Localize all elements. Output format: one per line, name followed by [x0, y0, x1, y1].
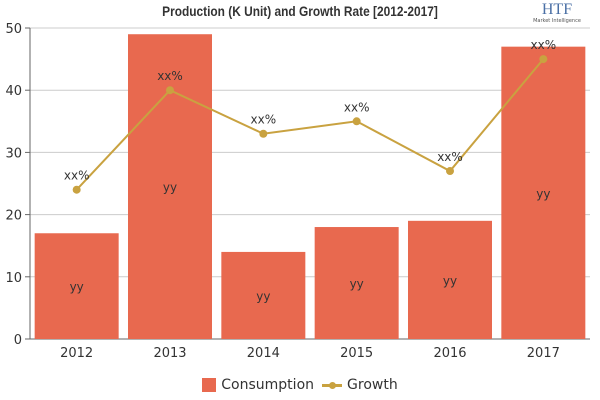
bar-consumption: [501, 46, 586, 339]
line-data-label: xx%: [344, 100, 370, 114]
bar-consumption: [314, 227, 399, 339]
legend-item-growth[interactable]: Growth: [322, 377, 398, 393]
growth-line: [75, 58, 545, 191]
y-tick-label: 40: [5, 84, 22, 99]
line-data-label: xx%: [157, 69, 183, 83]
x-tick-label: 2012: [60, 346, 93, 361]
x-tick-label: 2017: [527, 346, 560, 361]
logo-subtext: Market Intelligence: [533, 18, 581, 24]
line-marker-icon: [322, 381, 343, 389]
bar-consumption: [221, 251, 306, 339]
growth-point: [446, 167, 454, 176]
legend-label: Growth: [347, 377, 398, 393]
chart-title: Production (K Unit) and Growth Rate [201…: [162, 3, 438, 19]
bar-data-label: yy: [443, 274, 457, 288]
growth-point: [166, 86, 174, 95]
bar-data-label: yy: [163, 181, 177, 195]
bar-consumption: [408, 220, 492, 339]
line-data-label: xx%: [437, 150, 463, 164]
x-tick-label: 2016: [433, 346, 466, 361]
bar-swatch-icon: [202, 378, 217, 392]
x-tick-label: 2015: [340, 346, 373, 361]
bar-consumption: [128, 34, 212, 339]
growth-point: [72, 185, 81, 194]
x-tick-label: 2014: [247, 346, 280, 361]
y-tick-label: 20: [5, 209, 22, 224]
growth-point: [539, 55, 548, 64]
y-tick-label: 0: [14, 333, 22, 348]
growth-point: [352, 117, 361, 126]
line-data-label: xx%: [64, 169, 90, 183]
legend-item-consumption[interactable]: Consumption: [202, 377, 314, 393]
growth-point: [259, 129, 268, 138]
y-tick-label: 50: [5, 22, 22, 37]
htf-logo: HTF Market Intelligence: [532, 1, 582, 25]
bar-data-label: yy: [256, 289, 270, 303]
x-tick-label: 2013: [153, 346, 186, 361]
y-tick-label: 30: [5, 146, 22, 161]
y-tick-label: 10: [5, 271, 22, 286]
line-data-label: xx%: [531, 38, 557, 52]
bar-consumption: [34, 233, 119, 339]
legend: Consumption Growth: [0, 377, 600, 393]
bar-data-label: yy: [536, 187, 550, 201]
legend-label: Consumption: [221, 377, 315, 393]
line-data-label: xx%: [251, 113, 277, 127]
bar-data-label: yy: [70, 280, 84, 294]
logo-text: HTF: [541, 1, 573, 18]
bar-data-label: yy: [350, 277, 364, 291]
